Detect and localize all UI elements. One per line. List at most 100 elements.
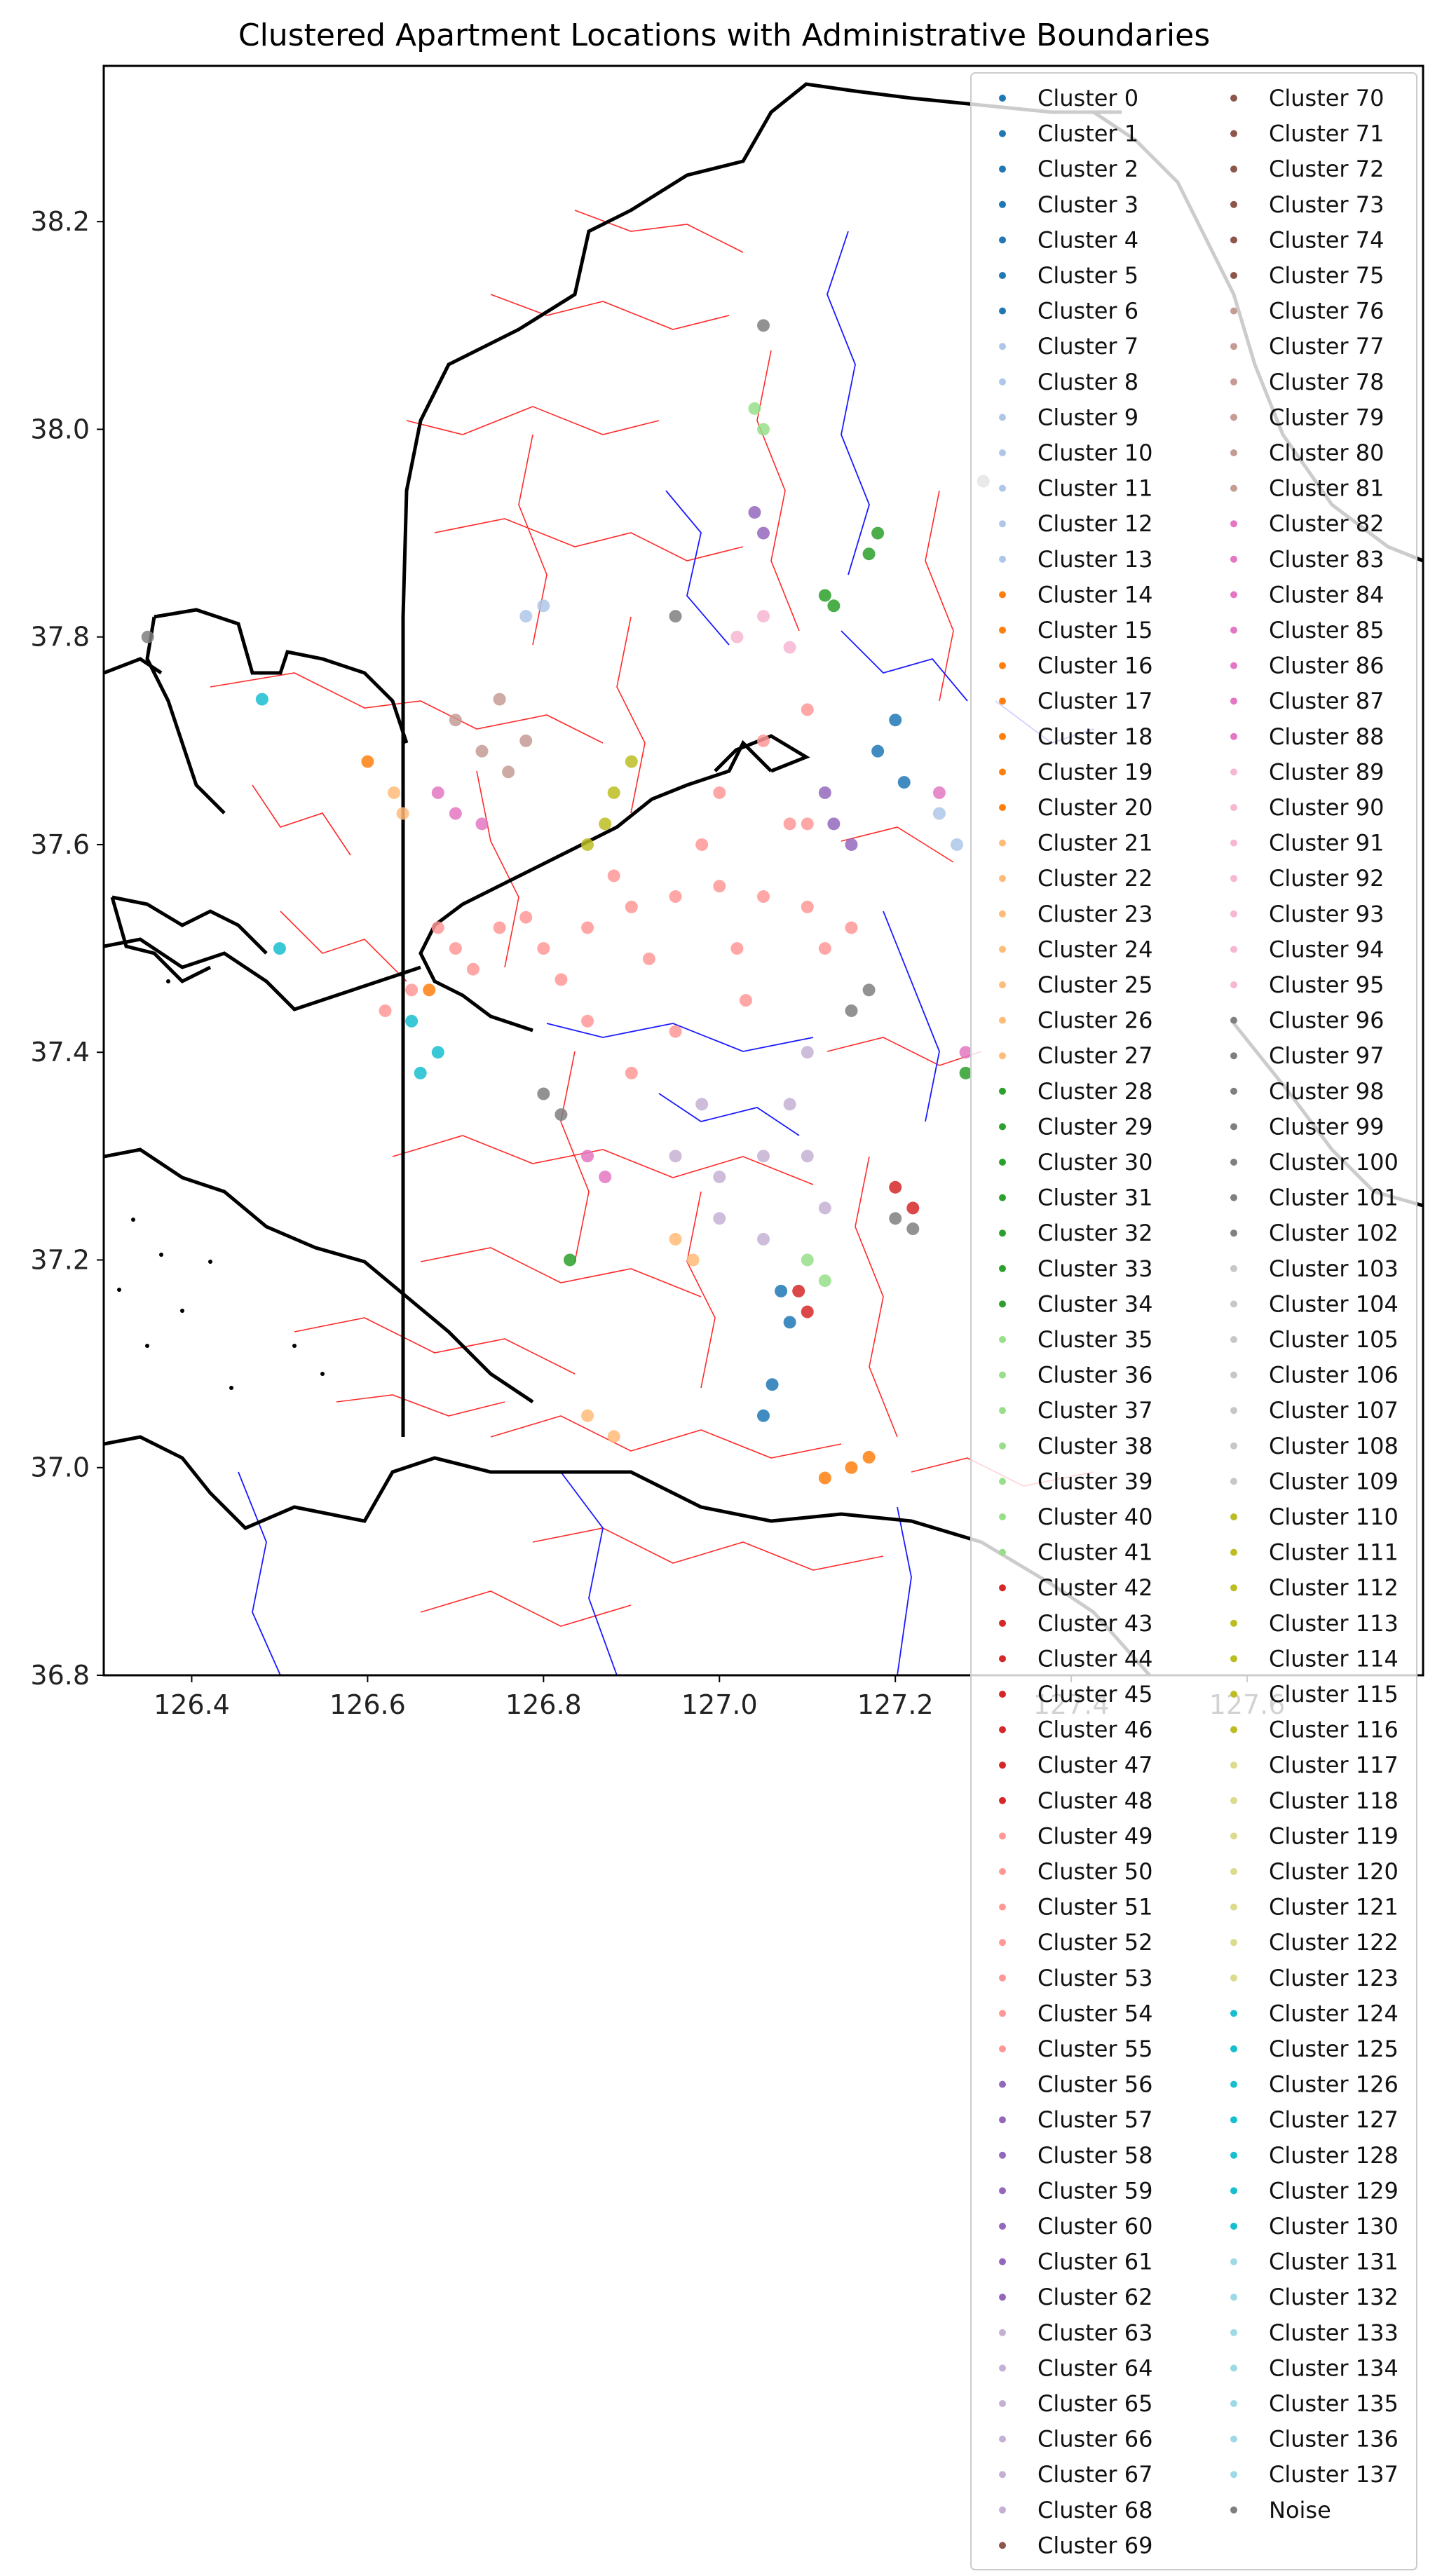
legend-marker — [999, 1548, 1006, 1556]
data-point — [757, 1409, 770, 1422]
legend-marker — [1230, 2294, 1237, 2301]
legend-marker — [1230, 1832, 1237, 1840]
legend-marker — [1230, 1939, 1237, 1947]
plot-frame — [102, 64, 1424, 1677]
legend-label: Cluster 75 — [1269, 262, 1384, 289]
data-point — [889, 1180, 902, 1194]
legend-marker — [1230, 2045, 1237, 2052]
legend-label: Cluster 25 — [1038, 972, 1152, 998]
legend-label: Cluster 124 — [1269, 2000, 1399, 2026]
legend-marker — [999, 2151, 1006, 2159]
data-point — [493, 921, 506, 934]
data-point — [255, 693, 268, 706]
legend-label: Cluster 2 — [1038, 156, 1138, 182]
legend-label: Cluster 94 — [1269, 936, 1384, 962]
legend-marker — [999, 2045, 1006, 2052]
legend-label: Cluster 101 — [1269, 1185, 1399, 1211]
legend-marker — [1230, 1336, 1237, 1343]
x-tick-label: 126.6 — [329, 1689, 406, 1720]
data-point — [669, 1232, 682, 1246]
legend-marker — [1230, 449, 1237, 456]
data-point — [889, 714, 902, 727]
data-point — [669, 610, 682, 623]
data-point — [607, 786, 620, 799]
legend-label: Cluster 60 — [1038, 2213, 1152, 2240]
legend-marker — [999, 2506, 1006, 2514]
legend-label: Cluster 81 — [1269, 475, 1384, 502]
legend-label: Cluster 10 — [1038, 439, 1152, 466]
legend-marker — [999, 627, 1006, 634]
legend-label: Cluster 57 — [1038, 2106, 1152, 2133]
legend-label: Cluster 21 — [1038, 830, 1152, 857]
data-point — [757, 423, 770, 436]
legend-marker — [999, 981, 1006, 988]
legend-label: Cluster 104 — [1269, 1290, 1399, 1317]
data-point — [519, 911, 533, 924]
legend-label: Cluster 93 — [1269, 901, 1384, 927]
data-point — [845, 838, 858, 851]
data-point — [599, 1170, 612, 1183]
data-point — [862, 1450, 876, 1464]
data-point — [757, 1232, 770, 1246]
legend-label: Cluster 90 — [1269, 794, 1384, 821]
data-point — [466, 962, 479, 976]
data-point — [871, 526, 885, 540]
legend-marker — [1230, 2364, 1237, 2372]
data-point — [748, 402, 761, 415]
legend-label: Cluster 132 — [1269, 2284, 1399, 2310]
data-point — [827, 599, 841, 613]
y-axis-ticks: 36.8 37.0 37.2 37.4 37.6 37.8 38.0 38.2 — [30, 206, 104, 1691]
legend-label: Cluster 107 — [1269, 1397, 1399, 1424]
legend-label: Cluster 32 — [1038, 1220, 1152, 1246]
legend-label: Cluster 5 — [1038, 262, 1138, 289]
legend-marker — [1230, 165, 1237, 173]
data-point — [669, 1025, 682, 1038]
data-point — [599, 817, 612, 831]
points-layer — [141, 319, 990, 1485]
legend-marker — [1230, 804, 1237, 811]
legend-marker — [999, 1868, 1006, 1875]
data-point — [818, 1471, 831, 1485]
legend-marker — [1230, 839, 1237, 847]
data-point — [775, 1284, 788, 1297]
data-point — [449, 807, 462, 820]
data-point — [625, 755, 638, 768]
legend-items: Cluster 0 Cluster 1 Cluster 2 Cluster 3 Clus… — [999, 85, 1399, 2558]
legend-label: Cluster 52 — [1038, 1929, 1152, 1956]
legend-label: Cluster 50 — [1038, 1858, 1152, 1885]
legend-label: Cluster 121 — [1269, 1894, 1399, 1921]
legend-label: Cluster 115 — [1269, 1681, 1399, 1708]
legend-label: Cluster 31 — [1038, 1185, 1152, 1211]
y-tick-label: 37.2 — [30, 1244, 90, 1275]
legend-marker — [999, 343, 1006, 350]
legend-marker — [999, 130, 1006, 137]
data-point — [818, 1274, 831, 1288]
data-point — [801, 703, 814, 716]
data-point — [141, 630, 154, 643]
legend-marker — [1230, 662, 1237, 669]
legend-marker — [1230, 768, 1237, 776]
legend-marker — [1230, 1548, 1237, 1556]
legend-marker — [999, 236, 1006, 244]
legend-marker — [999, 2364, 1006, 2372]
legend-marker — [1230, 200, 1237, 208]
data-point — [642, 952, 655, 965]
legend-marker — [999, 1265, 1006, 1272]
data-point — [502, 765, 515, 779]
legend-marker — [999, 1300, 1006, 1308]
legend-label: Cluster 96 — [1269, 1007, 1384, 1034]
legend-marker — [999, 2471, 1006, 2479]
legend-label: Cluster 112 — [1269, 1574, 1399, 1601]
legend-marker — [999, 1619, 1006, 1627]
data-point — [845, 1461, 858, 1474]
legend-label: Cluster 72 — [1269, 156, 1384, 182]
legend-marker — [999, 200, 1006, 208]
legend-label: Cluster 37 — [1038, 1397, 1152, 1424]
legend-label: Cluster 125 — [1269, 2036, 1399, 2062]
chart-title: Clustered Apartment Locations with Admin… — [238, 18, 1210, 53]
legend-label: Cluster 33 — [1038, 1255, 1152, 1282]
legend-marker — [999, 1159, 1006, 1166]
legend-label: Cluster 83 — [1269, 546, 1384, 573]
data-point — [581, 1014, 594, 1028]
data-point — [405, 1014, 419, 1028]
